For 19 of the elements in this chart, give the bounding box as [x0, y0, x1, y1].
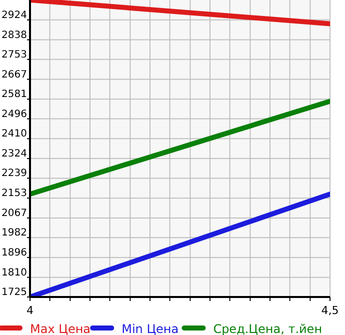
y-tick-label: 2667 [2, 69, 27, 80]
y-tick-label: 2410 [2, 128, 27, 140]
y-tick-label: 2153 [2, 188, 27, 200]
y-tick-label: 2838 [2, 30, 27, 41]
y-tick-label: 2067 [2, 208, 27, 219]
y-tick-label: 2753 [2, 49, 27, 60]
y-tick-label: 1725 [2, 287, 27, 298]
legend-label: Min Цена [122, 322, 179, 335]
y-tick-label: 2324 [2, 148, 27, 160]
x-tick-label: 4,5 [321, 304, 339, 317]
x-tick-label: 4 [26, 304, 34, 317]
y-tick-label: 2924 [2, 10, 27, 21]
y-tick-label: 2496 [2, 108, 27, 120]
y-tick-label: 1810 [2, 267, 27, 278]
y-tick-label: 1982 [2, 228, 27, 239]
legend-label: Max Цена [30, 322, 91, 335]
y-tick-label: 1896 [2, 247, 27, 258]
y-tick-label: 2239 [2, 168, 27, 180]
y-tick-label: 2581 [2, 89, 27, 100]
